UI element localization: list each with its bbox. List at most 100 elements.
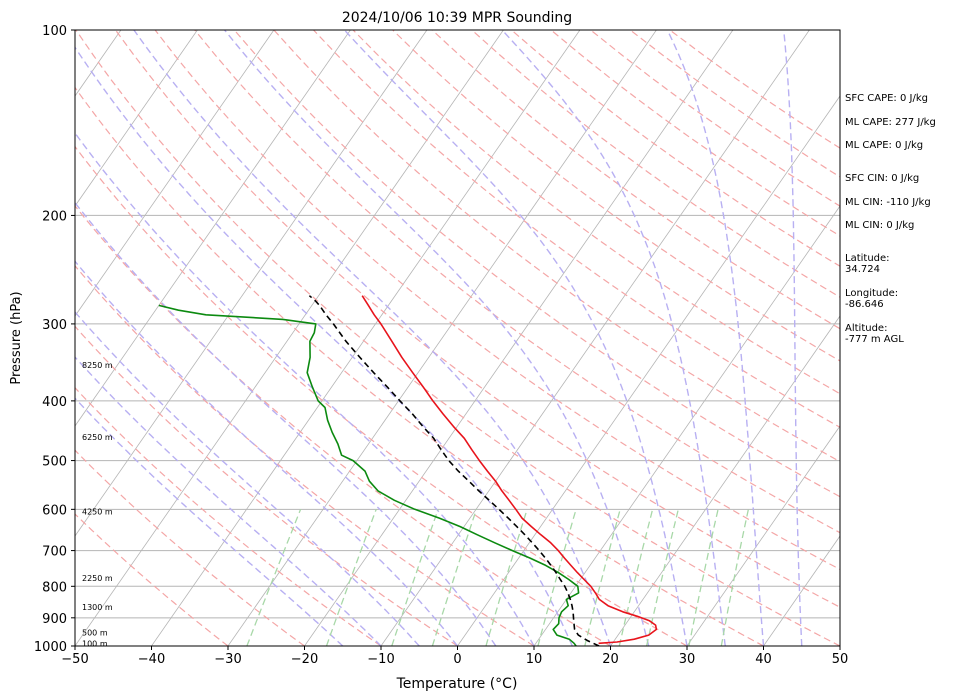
x-tick-label: 10 — [526, 652, 543, 667]
dry-adiabat — [471, 30, 840, 298]
y-tick-label: 200 — [42, 209, 67, 224]
y-tick-label: 700 — [42, 545, 67, 560]
ml-cin: ML CIN: -110 J/kg — [845, 197, 931, 208]
isotherm-line — [75, 30, 275, 317]
y-tick-label: 100 — [42, 24, 67, 39]
mu-cape: ML CAPE: 0 J/kg — [845, 140, 924, 151]
ml-cape: ML CAPE: 277 J/kg — [845, 117, 936, 128]
moist-adiabat — [75, 310, 420, 646]
series-lines — [158, 295, 658, 646]
moist-adiabat — [75, 201, 497, 646]
dewpoint-line — [158, 304, 580, 646]
y-tick-label: 1000 — [34, 640, 67, 655]
dry-adiabat — [75, 513, 229, 646]
dry-adiabat — [75, 264, 535, 646]
moist-adiabat — [75, 260, 459, 646]
latitude-value: 34.724 — [845, 264, 880, 275]
dry-adiabat — [75, 86, 764, 646]
height-label: 8250 m — [82, 361, 113, 370]
height-label: 1300 m — [82, 603, 113, 612]
dry-adiabat — [392, 30, 840, 362]
isotherm-line — [610, 315, 840, 646]
mixing-ratio-line — [645, 509, 679, 646]
parcel-line — [308, 295, 600, 646]
isotherm-line — [304, 30, 734, 646]
x-tick-label: −50 — [61, 652, 88, 667]
y-tick-label: 900 — [42, 612, 67, 627]
moist-adiabat — [501, 30, 726, 646]
sfc-cape: SFC CAPE: 0 J/kg — [845, 93, 928, 104]
moist-adiabat — [343, 30, 688, 646]
dry-adiabat — [352, 30, 840, 395]
dry-adiabat — [75, 325, 458, 646]
isotherm-line — [227, 30, 657, 646]
mixing-ratio-line — [688, 509, 719, 646]
isotherm-line — [380, 30, 810, 646]
dry-adiabat — [194, 30, 840, 534]
mixing-ratio-line — [246, 509, 302, 646]
background-lines — [75, 30, 840, 646]
isotherm-line — [763, 535, 840, 646]
height-label: 4250 m — [82, 508, 113, 517]
moist-adiabat — [224, 30, 650, 646]
x-tick-label: 20 — [602, 652, 619, 667]
mixing-ratio-line — [584, 509, 621, 646]
isotherm-line — [75, 30, 504, 646]
x-tick-label: −20 — [291, 652, 318, 667]
isotherm-line — [457, 95, 840, 646]
dry-adiabat — [233, 30, 840, 498]
height-label: 6250 m — [82, 433, 113, 442]
mixing-ratio-line — [720, 509, 750, 646]
dry-adiabat — [75, 204, 611, 646]
latitude-label: Latitude: — [845, 253, 890, 264]
x-tick-label: −40 — [138, 652, 165, 667]
isotherm-line — [75, 30, 428, 537]
moist-adiabat — [75, 131, 535, 646]
plot-frame — [74, 29, 841, 647]
moist-adiabat — [133, 30, 612, 646]
longitude-label: Longitude: — [845, 288, 899, 299]
altitude-value: -777 m AGL — [845, 334, 904, 345]
moist-adiabat — [75, 46, 573, 646]
dry-adiabat — [75, 449, 305, 646]
altitude-label: Altitude: — [845, 323, 888, 334]
y-tick-label: 800 — [42, 580, 67, 595]
sfc-cin: SFC CIN: 0 J/kg — [845, 173, 920, 184]
x-tick-label: 0 — [453, 652, 461, 667]
mixing-ratio-line — [485, 509, 528, 646]
x-tick-label: −30 — [214, 652, 241, 667]
height-labels: 100 m 500 m 1300 m 2250 m 4250 m 6250 m 8250 m — [82, 361, 113, 648]
y-axis: 1000 900 800 700 600 500 400 300 200 100 — [34, 24, 75, 655]
y-tick-label: 500 — [42, 455, 67, 470]
y-axis-label: Pressure (hPa) — [9, 291, 24, 384]
height-label: 100 m — [82, 639, 108, 648]
mu-cin: ML CIN: 0 J/kg — [845, 220, 915, 231]
mixing-ratio-line — [618, 509, 654, 646]
mixing-ratio-line — [431, 509, 478, 646]
x-tick-label: 30 — [679, 652, 696, 667]
mixing-ratio-line — [325, 509, 377, 646]
isotherm-line — [533, 205, 840, 646]
isotherm-line — [75, 30, 198, 207]
temperature-line — [361, 295, 658, 645]
isotherm-line — [686, 425, 840, 646]
mixing-ratio-line — [391, 509, 439, 646]
y-tick-label: 600 — [42, 503, 67, 518]
x-tick-label: −10 — [367, 652, 394, 667]
moist-adiabat — [783, 30, 803, 646]
x-tick-label: 40 — [755, 652, 772, 667]
mixing-ratio-line — [537, 509, 577, 646]
dry-adiabat — [431, 30, 840, 330]
dry-adiabat — [75, 30, 840, 646]
height-label: 500 m — [82, 628, 108, 637]
dry-adiabat — [75, 145, 688, 646]
x-axis: −50 −40 −30 −20 −10 0 10 20 30 40 50 — [61, 646, 848, 667]
dry-adiabat — [154, 30, 840, 571]
y-tick-label: 400 — [42, 395, 67, 410]
x-tick-label: 50 — [832, 652, 849, 667]
y-tick-label: 300 — [42, 318, 67, 333]
height-label: 2250 m — [82, 574, 113, 583]
moist-adiabat — [75, 356, 382, 646]
longitude-value: -86.646 — [845, 299, 884, 310]
